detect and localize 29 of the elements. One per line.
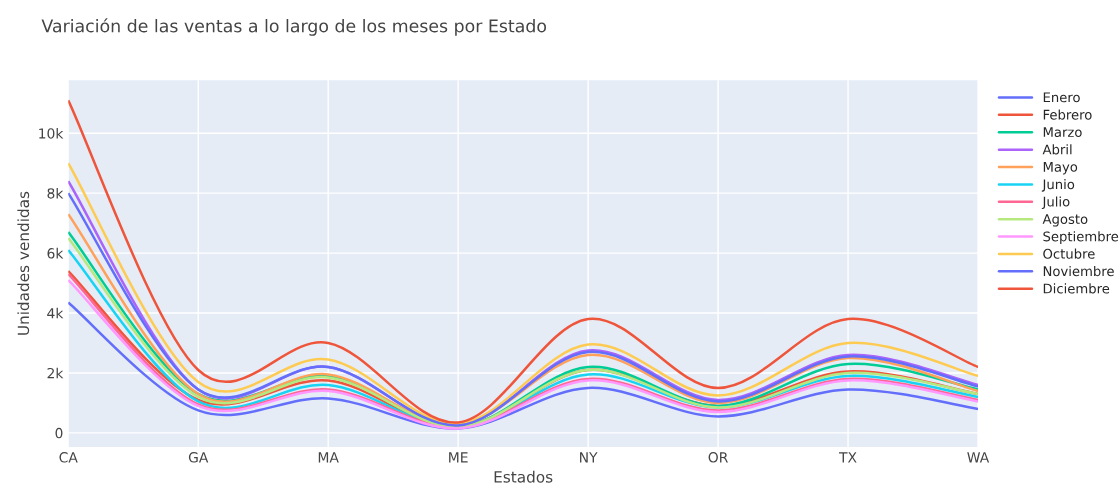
legend-label: Octubre bbox=[1043, 248, 1095, 259]
x-axis-title: Estados bbox=[494, 470, 553, 483]
y-tick-label: 6k bbox=[47, 247, 64, 259]
legend-label: Abril bbox=[1042, 144, 1072, 155]
x-tick-label: NY bbox=[580, 452, 598, 463]
x-tick-label: GA bbox=[188, 452, 209, 463]
legend-label: Enero bbox=[1043, 92, 1080, 103]
x-tick-label: WA bbox=[967, 452, 990, 463]
chart-title: Variación de las ventas a lo largo de los meses por Estado bbox=[41, 18, 547, 36]
x-tick-label: ME bbox=[449, 452, 468, 463]
legend-label: Junio bbox=[1041, 179, 1075, 192]
legend-label: Mayo bbox=[1043, 162, 1078, 175]
y-tick-label: 10k bbox=[39, 127, 64, 139]
y-axis-title: Unidades vendidas bbox=[17, 191, 30, 335]
y-tick-label: 0 bbox=[55, 427, 63, 439]
legend-label: Agosto bbox=[1042, 214, 1088, 227]
legend-label: Julio bbox=[1041, 196, 1070, 210]
y-tick-label: 8k bbox=[47, 187, 64, 199]
y-tick-label: 2k bbox=[47, 367, 64, 379]
legend-label: Noviembre bbox=[1043, 265, 1114, 277]
legend-label: Febrero bbox=[1043, 109, 1092, 120]
x-tick-label: TX bbox=[839, 452, 857, 463]
x-tick-label: OR bbox=[708, 452, 728, 463]
legend-label: Septiembre bbox=[1043, 231, 1119, 244]
y-tick-label: 4k bbox=[47, 307, 64, 319]
legend-label: Diciembre bbox=[1043, 283, 1110, 294]
legend-label: Marzo bbox=[1043, 127, 1082, 138]
x-tick-label: CA bbox=[59, 452, 78, 463]
x-tick-label: MA bbox=[318, 452, 339, 463]
